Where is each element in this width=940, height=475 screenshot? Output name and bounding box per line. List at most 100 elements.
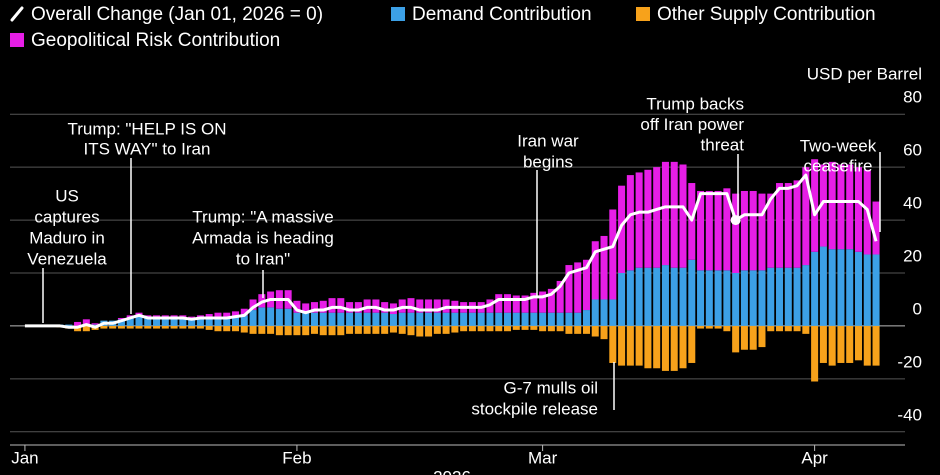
annotation-text: threat bbox=[701, 135, 745, 154]
bar-segment bbox=[556, 280, 564, 313]
line-marker bbox=[730, 215, 741, 226]
bar-segment bbox=[837, 164, 845, 250]
bar-segment bbox=[819, 325, 827, 363]
bar-segment bbox=[644, 325, 652, 369]
bar-segment bbox=[117, 319, 125, 326]
bar-segment bbox=[214, 317, 222, 326]
bar-segment bbox=[363, 312, 371, 326]
bar-segment bbox=[109, 325, 117, 329]
bar-segment bbox=[749, 190, 757, 271]
y-axis-label: USD per Barrel bbox=[807, 64, 922, 83]
bar-segment bbox=[267, 325, 275, 334]
bar-segment bbox=[504, 325, 512, 332]
bar-segment bbox=[653, 167, 661, 268]
bar-segment bbox=[74, 321, 82, 326]
bar-segment bbox=[346, 325, 354, 334]
bar-segment bbox=[504, 312, 512, 326]
bar-segment bbox=[188, 325, 196, 329]
bar-segment bbox=[275, 308, 283, 326]
bar-segment bbox=[697, 325, 705, 329]
bar-segment bbox=[547, 288, 555, 313]
bar-segment bbox=[512, 295, 520, 313]
bar-segment bbox=[460, 325, 468, 332]
bar-segment bbox=[346, 312, 354, 326]
bar-segment bbox=[249, 299, 257, 311]
bar-segment bbox=[398, 325, 406, 334]
bar-segment bbox=[135, 325, 143, 329]
y-tick-label: 20 bbox=[903, 246, 922, 265]
bar-segment bbox=[153, 316, 161, 326]
bar-segment bbox=[802, 325, 810, 334]
bar-segment bbox=[381, 325, 389, 334]
bar-segment bbox=[565, 325, 573, 334]
bar-segment bbox=[784, 183, 792, 268]
bar-segment bbox=[661, 325, 669, 371]
bar-segment bbox=[486, 312, 494, 326]
bar-segment bbox=[635, 325, 643, 366]
bar-segment bbox=[539, 291, 547, 313]
annotation-text: Iran war bbox=[517, 131, 579, 150]
bar-segment bbox=[644, 267, 652, 326]
bar-segment bbox=[811, 159, 819, 252]
bar-segment bbox=[91, 324, 99, 326]
bar-segment bbox=[697, 270, 705, 326]
bar-segment bbox=[521, 295, 529, 313]
bar-segment bbox=[407, 312, 415, 326]
bar-segment bbox=[486, 325, 494, 332]
bar-segment bbox=[530, 312, 538, 326]
bar-segment bbox=[767, 267, 775, 326]
bar-segment bbox=[670, 325, 678, 371]
bar-segment bbox=[65, 324, 73, 326]
bar-segment bbox=[740, 270, 748, 326]
legend-label: Other Supply Contribution bbox=[657, 4, 876, 25]
bar-segment bbox=[846, 164, 854, 250]
bar-segment bbox=[767, 193, 775, 268]
bar-segment bbox=[793, 325, 801, 332]
bar-segment bbox=[170, 317, 178, 326]
bar-segment bbox=[661, 265, 669, 326]
bar-segment bbox=[328, 298, 336, 313]
bar-segment bbox=[293, 300, 301, 313]
x-tick-label: Apr bbox=[801, 448, 828, 467]
x-tick-label: Feb bbox=[282, 448, 311, 467]
bar-segment bbox=[433, 299, 441, 313]
bar-segment bbox=[609, 299, 617, 326]
bar-segment bbox=[372, 312, 380, 326]
legend-swatch bbox=[636, 7, 650, 21]
bar-segment bbox=[705, 190, 713, 271]
y-tick-label: -20 bbox=[897, 352, 922, 371]
bar-segment bbox=[626, 325, 634, 366]
bar-segment bbox=[442, 312, 450, 326]
bar-segment bbox=[293, 325, 301, 336]
bar-segment bbox=[477, 312, 485, 326]
annotation-text: ITS WAY" to Iran bbox=[84, 139, 211, 158]
bar-segment bbox=[600, 235, 608, 300]
bar-segment bbox=[618, 273, 626, 326]
annotation-text: ceasefire bbox=[804, 156, 873, 175]
annotation-text: Trump backs bbox=[646, 94, 744, 113]
bar-segment bbox=[626, 175, 634, 271]
bar-segment bbox=[275, 325, 283, 336]
y-tick-label: -40 bbox=[897, 405, 922, 424]
bar-segment bbox=[661, 161, 669, 266]
annotation-text: to Iran" bbox=[236, 249, 290, 268]
bar-segment bbox=[310, 312, 318, 326]
bar-segment bbox=[767, 325, 775, 332]
bar-segment bbox=[618, 325, 626, 366]
bar-segment bbox=[407, 298, 415, 313]
bar-segment bbox=[293, 312, 301, 326]
bar-segment bbox=[732, 325, 740, 353]
bar-segment bbox=[574, 262, 582, 313]
bar-segment bbox=[530, 325, 538, 330]
bar-segment bbox=[223, 312, 231, 317]
bar-segment bbox=[389, 325, 397, 333]
bar-segment bbox=[635, 267, 643, 326]
bar-segment bbox=[723, 188, 731, 271]
bar-segment bbox=[144, 315, 152, 317]
bar-segment bbox=[425, 312, 433, 326]
bar-segment bbox=[205, 325, 213, 330]
bar-segment bbox=[82, 319, 90, 325]
bar-segment bbox=[670, 267, 678, 326]
bar-segment bbox=[705, 325, 713, 329]
